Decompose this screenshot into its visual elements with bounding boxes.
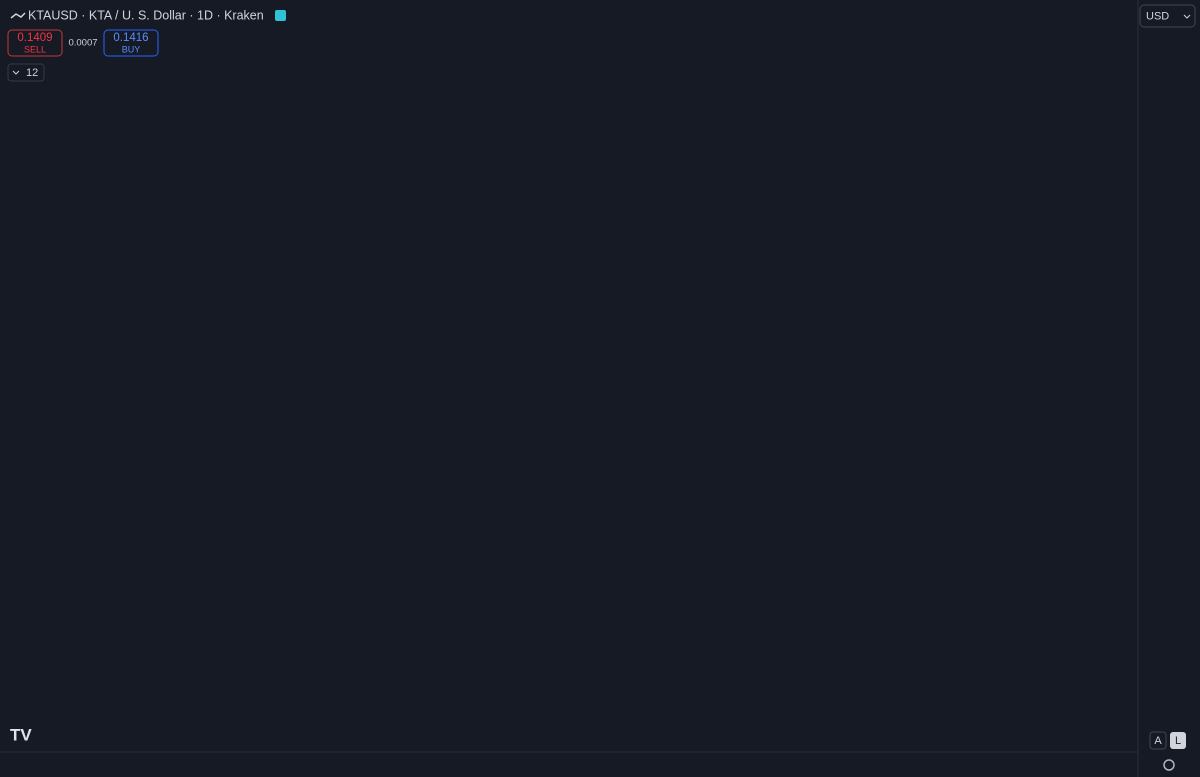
indicator-toggle[interactable] <box>7 63 45 82</box>
log-label[interactable]: L <box>1175 735 1181 747</box>
indicator-count[interactable]: 12 <box>26 67 38 79</box>
status-icon <box>275 10 286 21</box>
auto-button[interactable] <box>1149 731 1167 750</box>
auto-label[interactable]: A <box>1154 735 1162 747</box>
dropdown-icon <box>1183 14 1191 19</box>
sell-price[interactable]: 0.1409 <box>17 32 52 44</box>
chevron-icon <box>12 70 20 75</box>
sell-button[interactable] <box>7 29 63 57</box>
sell-label[interactable]: SELL <box>24 44 46 54</box>
buy-button[interactable] <box>103 29 159 57</box>
settings-icon[interactable] <box>1163 759 1175 771</box>
header: KTAUSD · KTA / U. S. Dollar · 1D · Krake… <box>7 8 286 744</box>
log-button[interactable] <box>1170 732 1186 749</box>
buy-price[interactable]: 0.1416 <box>113 32 148 44</box>
buy-label[interactable]: BUY <box>122 44 141 54</box>
symbol-title: KTAUSD · KTA / U. S. Dollar · 1D · Krake… <box>28 8 264 22</box>
tv-logo: TV <box>10 725 32 744</box>
price-axis: USD A L <box>1137 0 1200 777</box>
currency-label[interactable]: USD <box>1146 10 1169 22</box>
spread: 0.0007 <box>68 38 97 49</box>
symbol-icon <box>10 12 26 19</box>
currency-select[interactable] <box>1139 4 1196 28</box>
axis-panel <box>1138 0 1200 777</box>
